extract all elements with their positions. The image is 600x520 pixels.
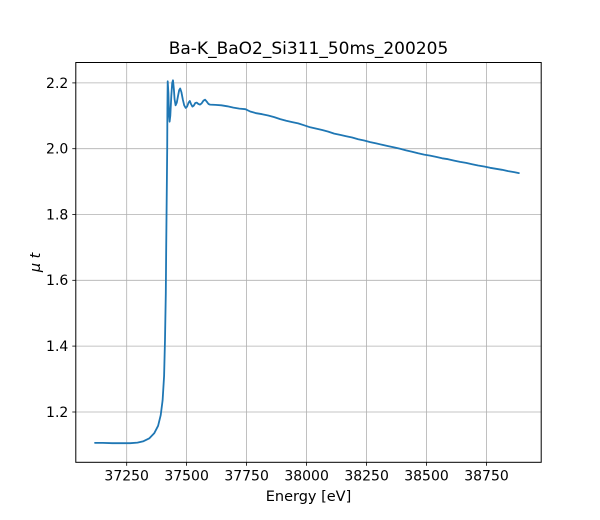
y-tick-label: 2.0: [46, 142, 68, 158]
x-tick-label: 38000: [284, 469, 329, 485]
plot-frame: [75, 62, 542, 463]
x-tick-label: 37500: [164, 469, 209, 485]
y-tick-label: 1.2: [46, 405, 68, 421]
y-axis-label: μ t: [28, 251, 44, 273]
grid-layer: [75, 62, 542, 463]
x-tick-label: 38500: [404, 469, 449, 485]
y-tick-label: 1.4: [46, 339, 68, 355]
x-tick-label: 37750: [224, 469, 269, 485]
y-tick-label: 1.8: [46, 207, 68, 223]
y-tick-label: 2.2: [46, 76, 68, 92]
x-tick-label: 37250: [104, 469, 149, 485]
chart-title: Ba-K_BaO2_Si311_50ms_200205: [169, 39, 449, 59]
y-tick-label: 1.6: [46, 273, 68, 289]
tick-layer: 37250 37500 37750 38000 38250 38500 38750 1.2 1.…: [46, 76, 509, 485]
x-tick-label: 38750: [464, 469, 509, 485]
x-axis-label: Energy [eV]: [266, 489, 352, 505]
x-tick-label: 38250: [344, 469, 389, 485]
spectrum-line: [94, 79, 520, 445]
